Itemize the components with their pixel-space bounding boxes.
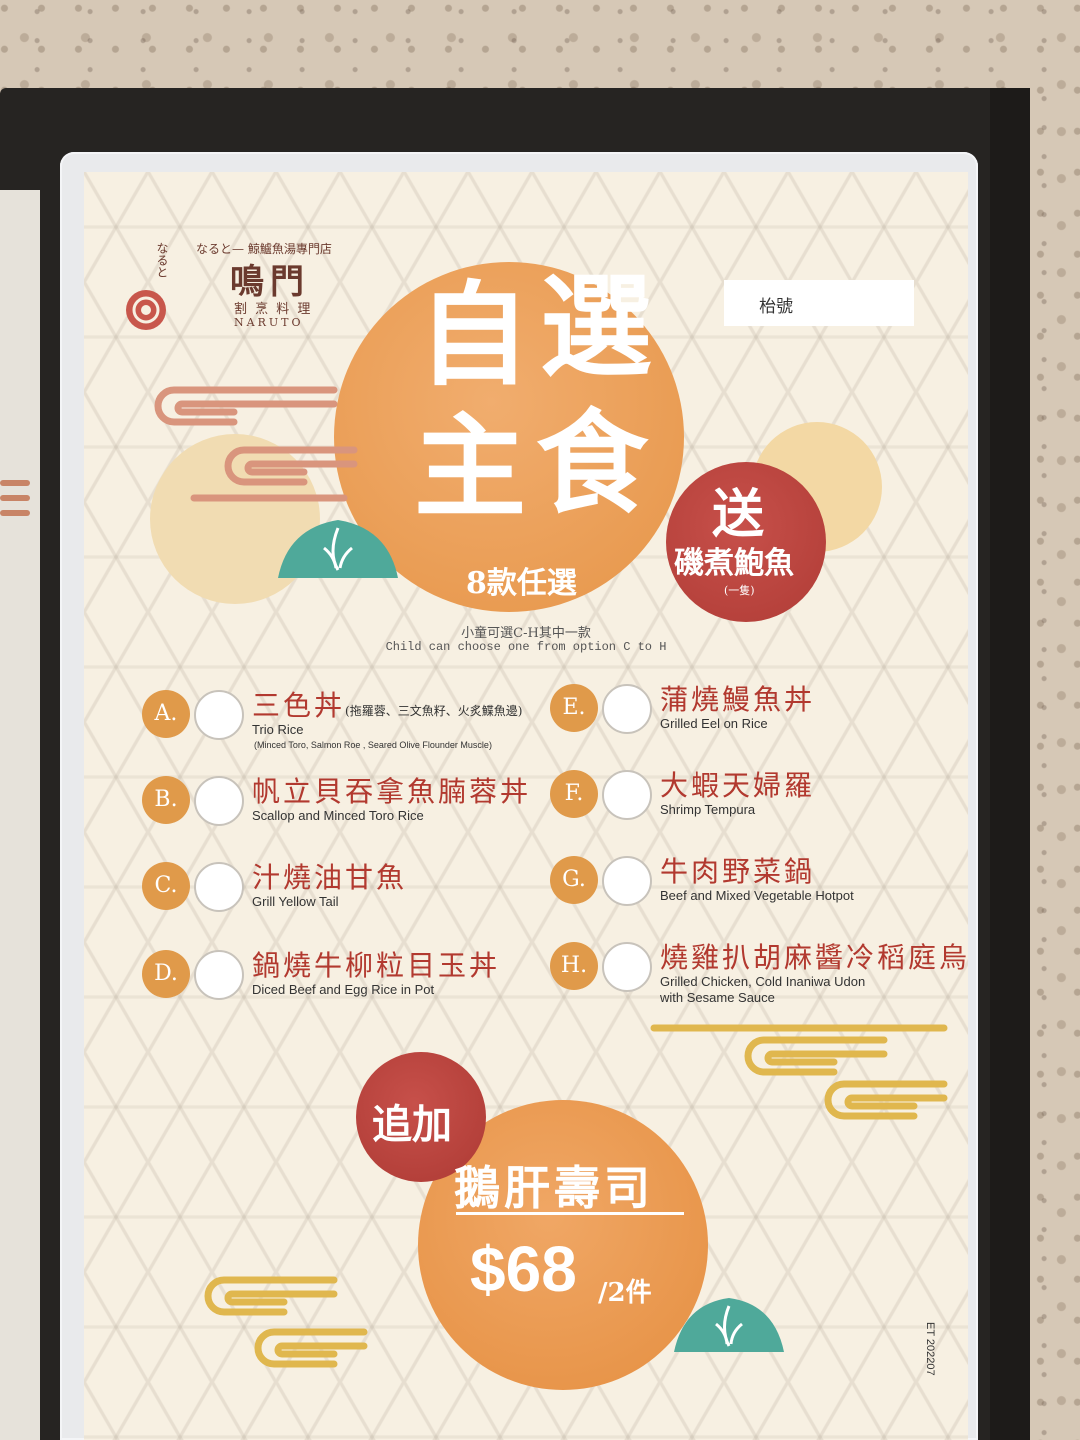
item-name-zh: 鍋燒牛柳粒目玉丼 [252,949,501,982]
binder-edge [990,88,1030,1440]
item-name-en: Scallop and Minced Toro Rice [252,808,424,823]
pine-icon [278,520,398,578]
option-checkbox[interactable] [194,776,244,826]
promo-unit: /2件 [598,1278,652,1308]
option-letter: H. [550,942,598,990]
promo-label: 追加 [372,1101,452,1148]
option-letter: A. [142,690,190,738]
item-name-zh: 帆立貝吞拿魚腩蓉丼 [252,775,532,808]
item-name-en: Grill Yellow Tail [252,894,339,909]
item-name-zh: 三色丼(拖羅蓉、三文魚籽、火炙鰈魚邊) [252,689,523,722]
option-letter: E. [550,684,598,732]
item-name-en: Diced Beef and Egg Rice in Pot [252,982,435,997]
promo-divider [456,1212,684,1215]
item-name-zh: 大蝦天婦羅 [660,769,816,802]
option-checkbox[interactable] [194,862,244,912]
headline-count: 8款任選 [466,566,577,601]
child-note-en: Child can choose one from option C to H [385,640,667,654]
item-name-en: Trio Rice [252,722,304,737]
logo-kana: なると [155,242,169,278]
headline-char: 食 [536,398,648,529]
item-name-zh: 蒲燒鰻魚丼 [660,683,816,716]
gold-swirl-icon [204,1276,368,1368]
headline-char: 主 [414,402,526,533]
option-letter: F. [550,770,598,818]
restaurant-logo: なると なると— 鯨鱸魚湯專門店 鳴門 割 烹 料 理 NARUTO [120,242,350,330]
option-checkbox[interactable] [602,684,652,734]
edition-code: ET 202207 [924,1322,936,1376]
item-note-en: with Sesame Sauce [660,990,775,1005]
option-checkbox[interactable] [194,690,244,740]
item-name-en: Shrimp Tempura [660,802,756,817]
headline-char: 自 [418,270,530,401]
logo-tagline: なると— 鯨鱸魚湯專門店 [196,242,332,256]
headline-char: 選 [540,262,652,393]
cloud-swirl-icon [154,386,358,502]
promo-price: $68 [470,1233,577,1305]
gift-label: 送 [712,484,765,545]
previous-page-edge [0,190,40,1440]
logo-name: 鳴門 [230,262,310,302]
pine-icon [674,1298,784,1352]
option-checkbox[interactable] [194,950,244,1000]
option-letter: D. [142,950,190,998]
table-number-box: 枱號 [724,280,914,326]
gift-item: 磯煮鮑魚 [674,546,794,581]
item-note-zh: (拖羅蓉、三文魚籽、火炙鰈魚邊) [345,704,523,718]
menu-page: なると なると— 鯨鱸魚湯專門店 鳴門 割 烹 料 理 NARUTO 枱號 自 … [84,172,968,1440]
logo-roman: NARUTO [234,316,304,329]
option-checkbox[interactable] [602,942,652,992]
item-name-en: Grilled Eel on Rice [660,716,768,731]
gold-swirl-icon [650,1024,948,1120]
option-checkbox[interactable] [602,856,652,906]
option-checkbox[interactable] [602,770,652,820]
headline-circle [334,262,684,612]
gift-qty: (一隻) [724,584,755,597]
option-letter: C. [142,862,190,910]
child-note-zh: 小童可選C-H其中一款 [461,626,591,641]
option-letter: G. [550,856,598,904]
gift-circle [666,462,826,622]
option-letter: B. [142,776,190,824]
logo-subtitle: 割 烹 料 理 [234,302,313,317]
item-note-en: (Minced Toro, Salmon Roe , Seared Olive … [254,740,492,750]
table-number-label: 枱號 [759,297,793,317]
item-name-en: Grilled Chicken, Cold Inaniwa Udon [660,974,866,989]
promo-item: 鵝肝壽司 [454,1161,654,1215]
item-name-zh: 燒雞扒胡麻醬冷稻庭烏冬 [660,941,968,974]
item-name-zh: 牛肉野菜鍋 [660,855,816,888]
item-name-en: Beef and Mixed Vegetable Hotpot [660,888,854,903]
logo-emblem-icon [126,290,166,330]
item-name-zh: 汁燒油甘魚 [252,861,408,894]
promo-label-circle [356,1052,486,1182]
